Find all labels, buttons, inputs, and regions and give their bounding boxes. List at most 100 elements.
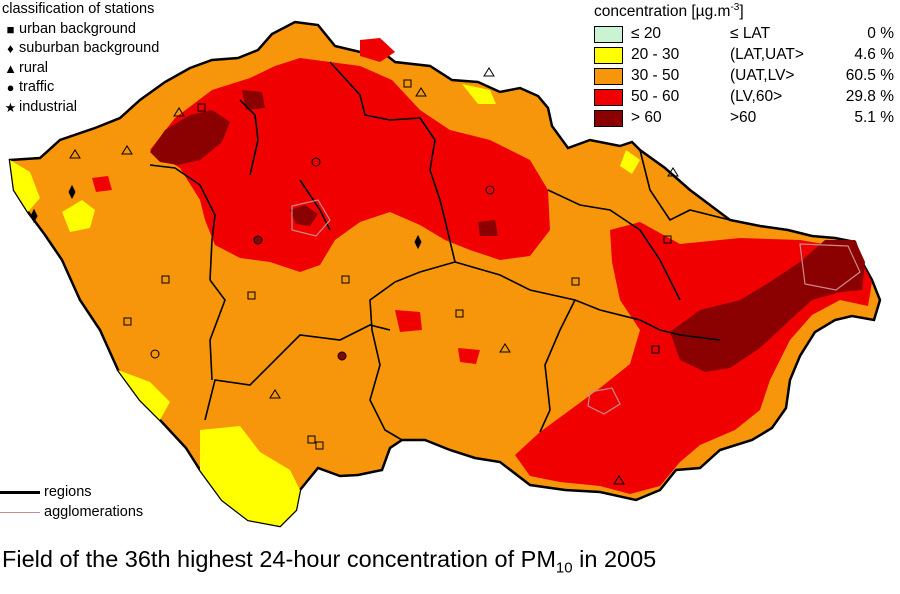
star-icon: ★ (4, 99, 17, 115)
color-swatch (594, 89, 623, 106)
agglomeration-line-icon (0, 511, 40, 513)
legend-item-traffic: ● traffic (2, 78, 159, 98)
class-limit: >60 (730, 109, 757, 126)
zone-20-30 (200, 426, 300, 526)
legend-label: agglomerations (44, 504, 144, 520)
station-legend-title: classification of stations (2, 1, 155, 17)
legend-item-rural: ▲ rural (2, 59, 159, 79)
station-urban-background (341, 275, 350, 284)
legend-item-agglomerations: agglomerations (0, 502, 143, 522)
class-limit: (UAT,LV> (730, 67, 795, 84)
concentration-class: 30 - 50 (UAT,LV> 60.5 % (594, 66, 900, 87)
legend-item-regions: regions (0, 482, 143, 502)
station-rural (483, 67, 495, 77)
class-range: ≤ 20 (631, 25, 662, 42)
diamond-icon: ♦ (7, 41, 14, 56)
station-rural (499, 343, 511, 353)
concentration-class: ≤ 20 ≤ LAT 0 % (594, 24, 900, 45)
station-rural (173, 107, 185, 117)
class-limit: (LAT,UAT> (730, 46, 804, 63)
station-urban-background (455, 309, 464, 318)
station-diamond (414, 234, 422, 250)
station-rural (121, 145, 133, 155)
zone-50-60 (395, 310, 422, 332)
zone-over-60 (242, 90, 265, 110)
legend-label: traffic (19, 79, 55, 95)
class-percent: 4.6 % (854, 46, 894, 63)
station-urban-background (307, 435, 316, 444)
station-urban-background (197, 103, 206, 112)
station-traffic (485, 185, 495, 195)
class-range: > 60 (631, 109, 662, 126)
zone-over-60 (478, 220, 498, 236)
square-icon: ■ (6, 21, 15, 37)
class-range: 50 - 60 (631, 88, 680, 105)
zone-50-60 (360, 38, 395, 62)
legend-label: urban background (19, 20, 136, 37)
station-urban-background (651, 345, 660, 354)
station-rural (415, 87, 427, 97)
boundary-legend: regions agglomerations (0, 482, 143, 522)
concentration-class: > 60 >60 5.1 % (594, 108, 900, 129)
color-swatch (594, 26, 623, 43)
station-urban-background (571, 277, 580, 286)
legend-item-suburban-background: ♦ suburban background (2, 39, 159, 59)
zone-20-30 (62, 200, 95, 232)
color-swatch (594, 110, 623, 127)
agglomeration-boundaries (291, 199, 861, 415)
zone-20-30 (462, 84, 496, 104)
concentration-class: 20 - 30 (LAT,UAT> 4.6 % (594, 45, 900, 66)
region-line-icon (0, 490, 40, 494)
class-limit: (LV,60> (730, 88, 783, 105)
station-traffic (253, 235, 263, 245)
zone-over-60 (290, 205, 318, 226)
concentration-legend: concentration [µg.m-3] ≤ 20 ≤ LAT 0 % 20… (594, 2, 900, 129)
station-urban-background (663, 235, 672, 244)
circle-icon: ● (6, 80, 15, 95)
station-classification-legend: classification of stations ■ urban backg… (2, 0, 159, 117)
station-rural (69, 149, 81, 159)
station-markers (30, 67, 679, 485)
station-urban-background (247, 291, 256, 300)
class-percent: 0 % (867, 25, 894, 42)
class-range: 20 - 30 (631, 46, 680, 63)
zone-50-60 (92, 176, 112, 192)
station-traffic (337, 351, 347, 361)
legend-label: regions (44, 484, 92, 500)
class-range: 30 - 50 (631, 67, 680, 84)
class-percent: 5.1 % (854, 109, 894, 126)
concentration-legend-title: concentration [µg.m-3] (594, 2, 744, 21)
color-swatch (594, 68, 623, 85)
legend-item-industrial: ★ industrial (2, 98, 159, 118)
legend-label: rural (19, 59, 49, 76)
station-rural (667, 167, 679, 177)
station-rural (613, 475, 625, 485)
station-urban-background (123, 317, 132, 326)
station-urban-background (161, 275, 170, 284)
class-limit: ≤ LAT (730, 25, 771, 42)
station-urban-background (403, 79, 412, 88)
zone-over-60 (670, 240, 865, 372)
station-diamond (68, 184, 76, 200)
legend-label: industrial (19, 98, 78, 115)
concentration-class: 50 - 60 (LV,60> 29.8 % (594, 87, 900, 108)
station-traffic (150, 349, 160, 359)
zone-over-60 (150, 110, 230, 165)
class-percent: 60.5 % (845, 67, 894, 84)
zone-50-60 (150, 58, 550, 272)
color-swatch (594, 47, 623, 64)
class-percent: 29.8 % (845, 88, 894, 105)
station-urban-background (315, 441, 324, 450)
map-caption: Field of the 36th highest 24-hour concen… (2, 546, 657, 577)
legend-label: suburban background (19, 40, 160, 56)
triangle-icon: ▲ (4, 60, 17, 76)
station-traffic (311, 157, 321, 167)
zone-50-60 (458, 348, 480, 364)
station-diamond (30, 208, 38, 224)
zone-20-30 (118, 370, 170, 420)
station-rural (269, 389, 281, 399)
zone-20-30 (620, 150, 640, 174)
legend-item-urban-background: ■ urban background (2, 20, 159, 40)
zone-20-30 (10, 160, 40, 212)
